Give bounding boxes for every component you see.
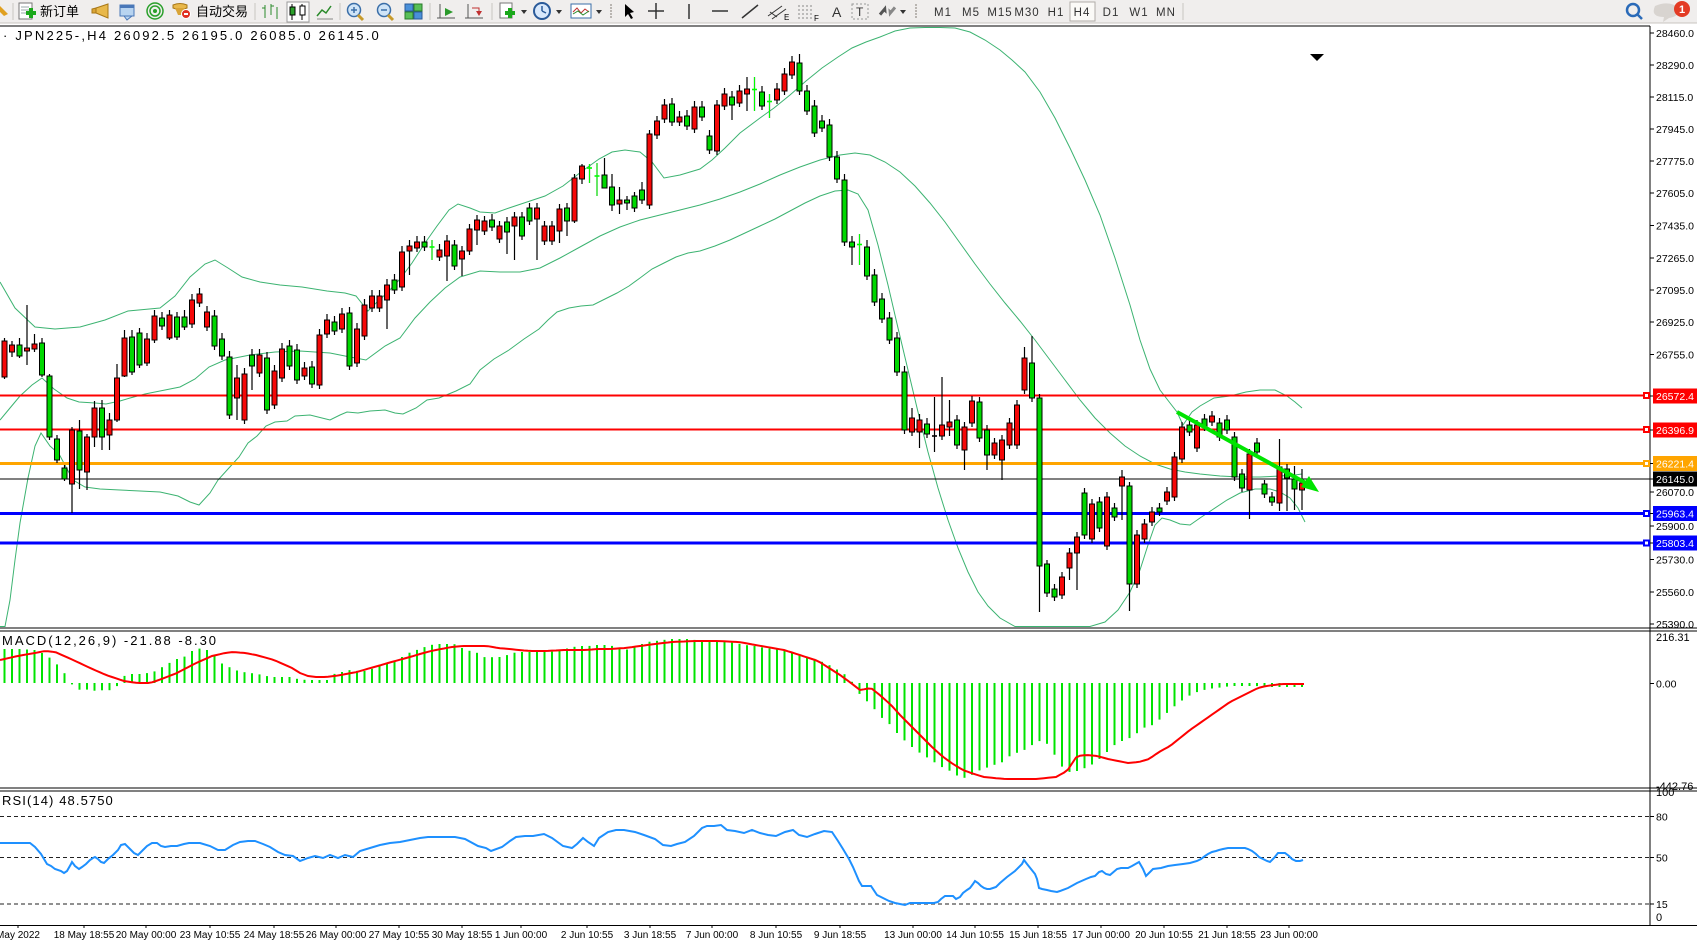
svg-text:26145.0: 26145.0: [1656, 474, 1694, 486]
svg-text:20 Jun 10:55: 20 Jun 10:55: [1135, 930, 1193, 940]
svg-text:30 May 18:55: 30 May 18:55: [432, 930, 493, 940]
svg-text:M5: M5: [962, 7, 980, 19]
svg-text:25730.0: 25730.0: [1656, 555, 1694, 567]
svg-text:25803.4: 25803.4: [1656, 538, 1694, 550]
svg-text:26396.9: 26396.9: [1656, 425, 1694, 437]
svg-text:27435.0: 27435.0: [1656, 221, 1694, 233]
svg-text:20 May 00:00: 20 May 00:00: [116, 930, 177, 940]
svg-text:2 Jun 10:55: 2 Jun 10:55: [561, 930, 614, 940]
svg-text:27 May 10:55: 27 May 10:55: [369, 930, 430, 940]
svg-text:M1: M1: [934, 7, 952, 19]
svg-text:15: 15: [1656, 899, 1668, 911]
svg-text:7 Jun 00:00: 7 Jun 00:00: [686, 930, 739, 940]
svg-text:26572.4: 26572.4: [1656, 391, 1694, 403]
svg-text:25560.0: 25560.0: [1656, 587, 1694, 599]
svg-text:T: T: [856, 5, 864, 19]
svg-text:新订单: 新订单: [40, 4, 79, 19]
svg-text:27775.0: 27775.0: [1656, 156, 1694, 168]
svg-text:24 May 18:55: 24 May 18:55: [244, 930, 305, 940]
svg-text:W1: W1: [1129, 7, 1148, 19]
svg-text:M30: M30: [1014, 7, 1039, 19]
svg-text:A: A: [832, 4, 842, 20]
svg-text:26221.4: 26221.4: [1656, 459, 1694, 471]
svg-text:9 Jun 18:55: 9 Jun 18:55: [814, 930, 867, 940]
svg-text:21 Jun 18:55: 21 Jun 18:55: [1198, 930, 1256, 940]
svg-text:· JPN225-,H4 26092.5 26195.0: · JPN225-,H4 26092.5 26195.0 26085.0 261…: [3, 28, 381, 43]
svg-text:50: 50: [1656, 853, 1668, 865]
svg-text:0.00: 0.00: [1656, 679, 1677, 691]
svg-text:-442.76: -442.76: [1656, 781, 1693, 793]
svg-text:MACD(12,26,9) -21.88 -8.30: MACD(12,26,9) -21.88 -8.30: [2, 633, 218, 648]
svg-text:23 May 10:55: 23 May 10:55: [180, 930, 241, 940]
svg-text:100: 100: [1656, 787, 1674, 799]
svg-text:0: 0: [1656, 912, 1662, 924]
svg-text:26 May 00:00: 26 May 00:00: [306, 930, 367, 940]
svg-text:1 Jun 00:00: 1 Jun 00:00: [495, 930, 548, 940]
svg-text:27605.0: 27605.0: [1656, 188, 1694, 200]
svg-text:26070.0: 26070.0: [1656, 487, 1694, 499]
svg-text:14 Jun 10:55: 14 Jun 10:55: [946, 930, 1004, 940]
svg-text:M15: M15: [987, 7, 1012, 19]
svg-text:17 Jun 00:00: 17 Jun 00:00: [1072, 930, 1130, 940]
svg-text:D1: D1: [1103, 7, 1120, 19]
svg-text:自动交易: 自动交易: [196, 4, 248, 19]
svg-text:23 Jun 00:00: 23 Jun 00:00: [1260, 930, 1318, 940]
svg-text:1: 1: [1679, 4, 1685, 16]
svg-text:80: 80: [1656, 812, 1668, 824]
svg-text:25900.0: 25900.0: [1656, 521, 1694, 533]
svg-text:27095.0: 27095.0: [1656, 285, 1694, 297]
svg-text:25390.0: 25390.0: [1656, 619, 1694, 631]
svg-text:H4: H4: [1074, 7, 1091, 19]
svg-text:28115.0: 28115.0: [1656, 92, 1693, 104]
svg-text:28460.0: 28460.0: [1656, 28, 1694, 40]
svg-text:27265.0: 27265.0: [1656, 253, 1694, 265]
svg-text:E: E: [784, 13, 789, 22]
svg-text:15 Jun 18:55: 15 Jun 18:55: [1009, 930, 1067, 940]
svg-text:26925.0: 26925.0: [1656, 317, 1694, 329]
svg-text:F: F: [814, 14, 819, 23]
svg-text:RSI(14) 48.5750: RSI(14) 48.5750: [2, 793, 114, 808]
svg-text:26755.0: 26755.0: [1656, 350, 1694, 362]
svg-text:28290.0: 28290.0: [1656, 60, 1694, 72]
svg-text:13 Jun 00:00: 13 Jun 00:00: [884, 930, 942, 940]
svg-text:H1: H1: [1048, 7, 1065, 19]
svg-text:25963.4: 25963.4: [1656, 509, 1694, 521]
svg-text:MN: MN: [1156, 7, 1176, 19]
svg-text:27945.0: 27945.0: [1656, 124, 1694, 136]
svg-text:May 2022: May 2022: [0, 930, 40, 940]
svg-text:216.31: 216.31: [1656, 632, 1690, 644]
svg-text:3 Jun 18:55: 3 Jun 18:55: [624, 930, 677, 940]
svg-text:18 May 18:55: 18 May 18:55: [54, 930, 115, 940]
svg-text:8 Jun 10:55: 8 Jun 10:55: [750, 930, 803, 940]
